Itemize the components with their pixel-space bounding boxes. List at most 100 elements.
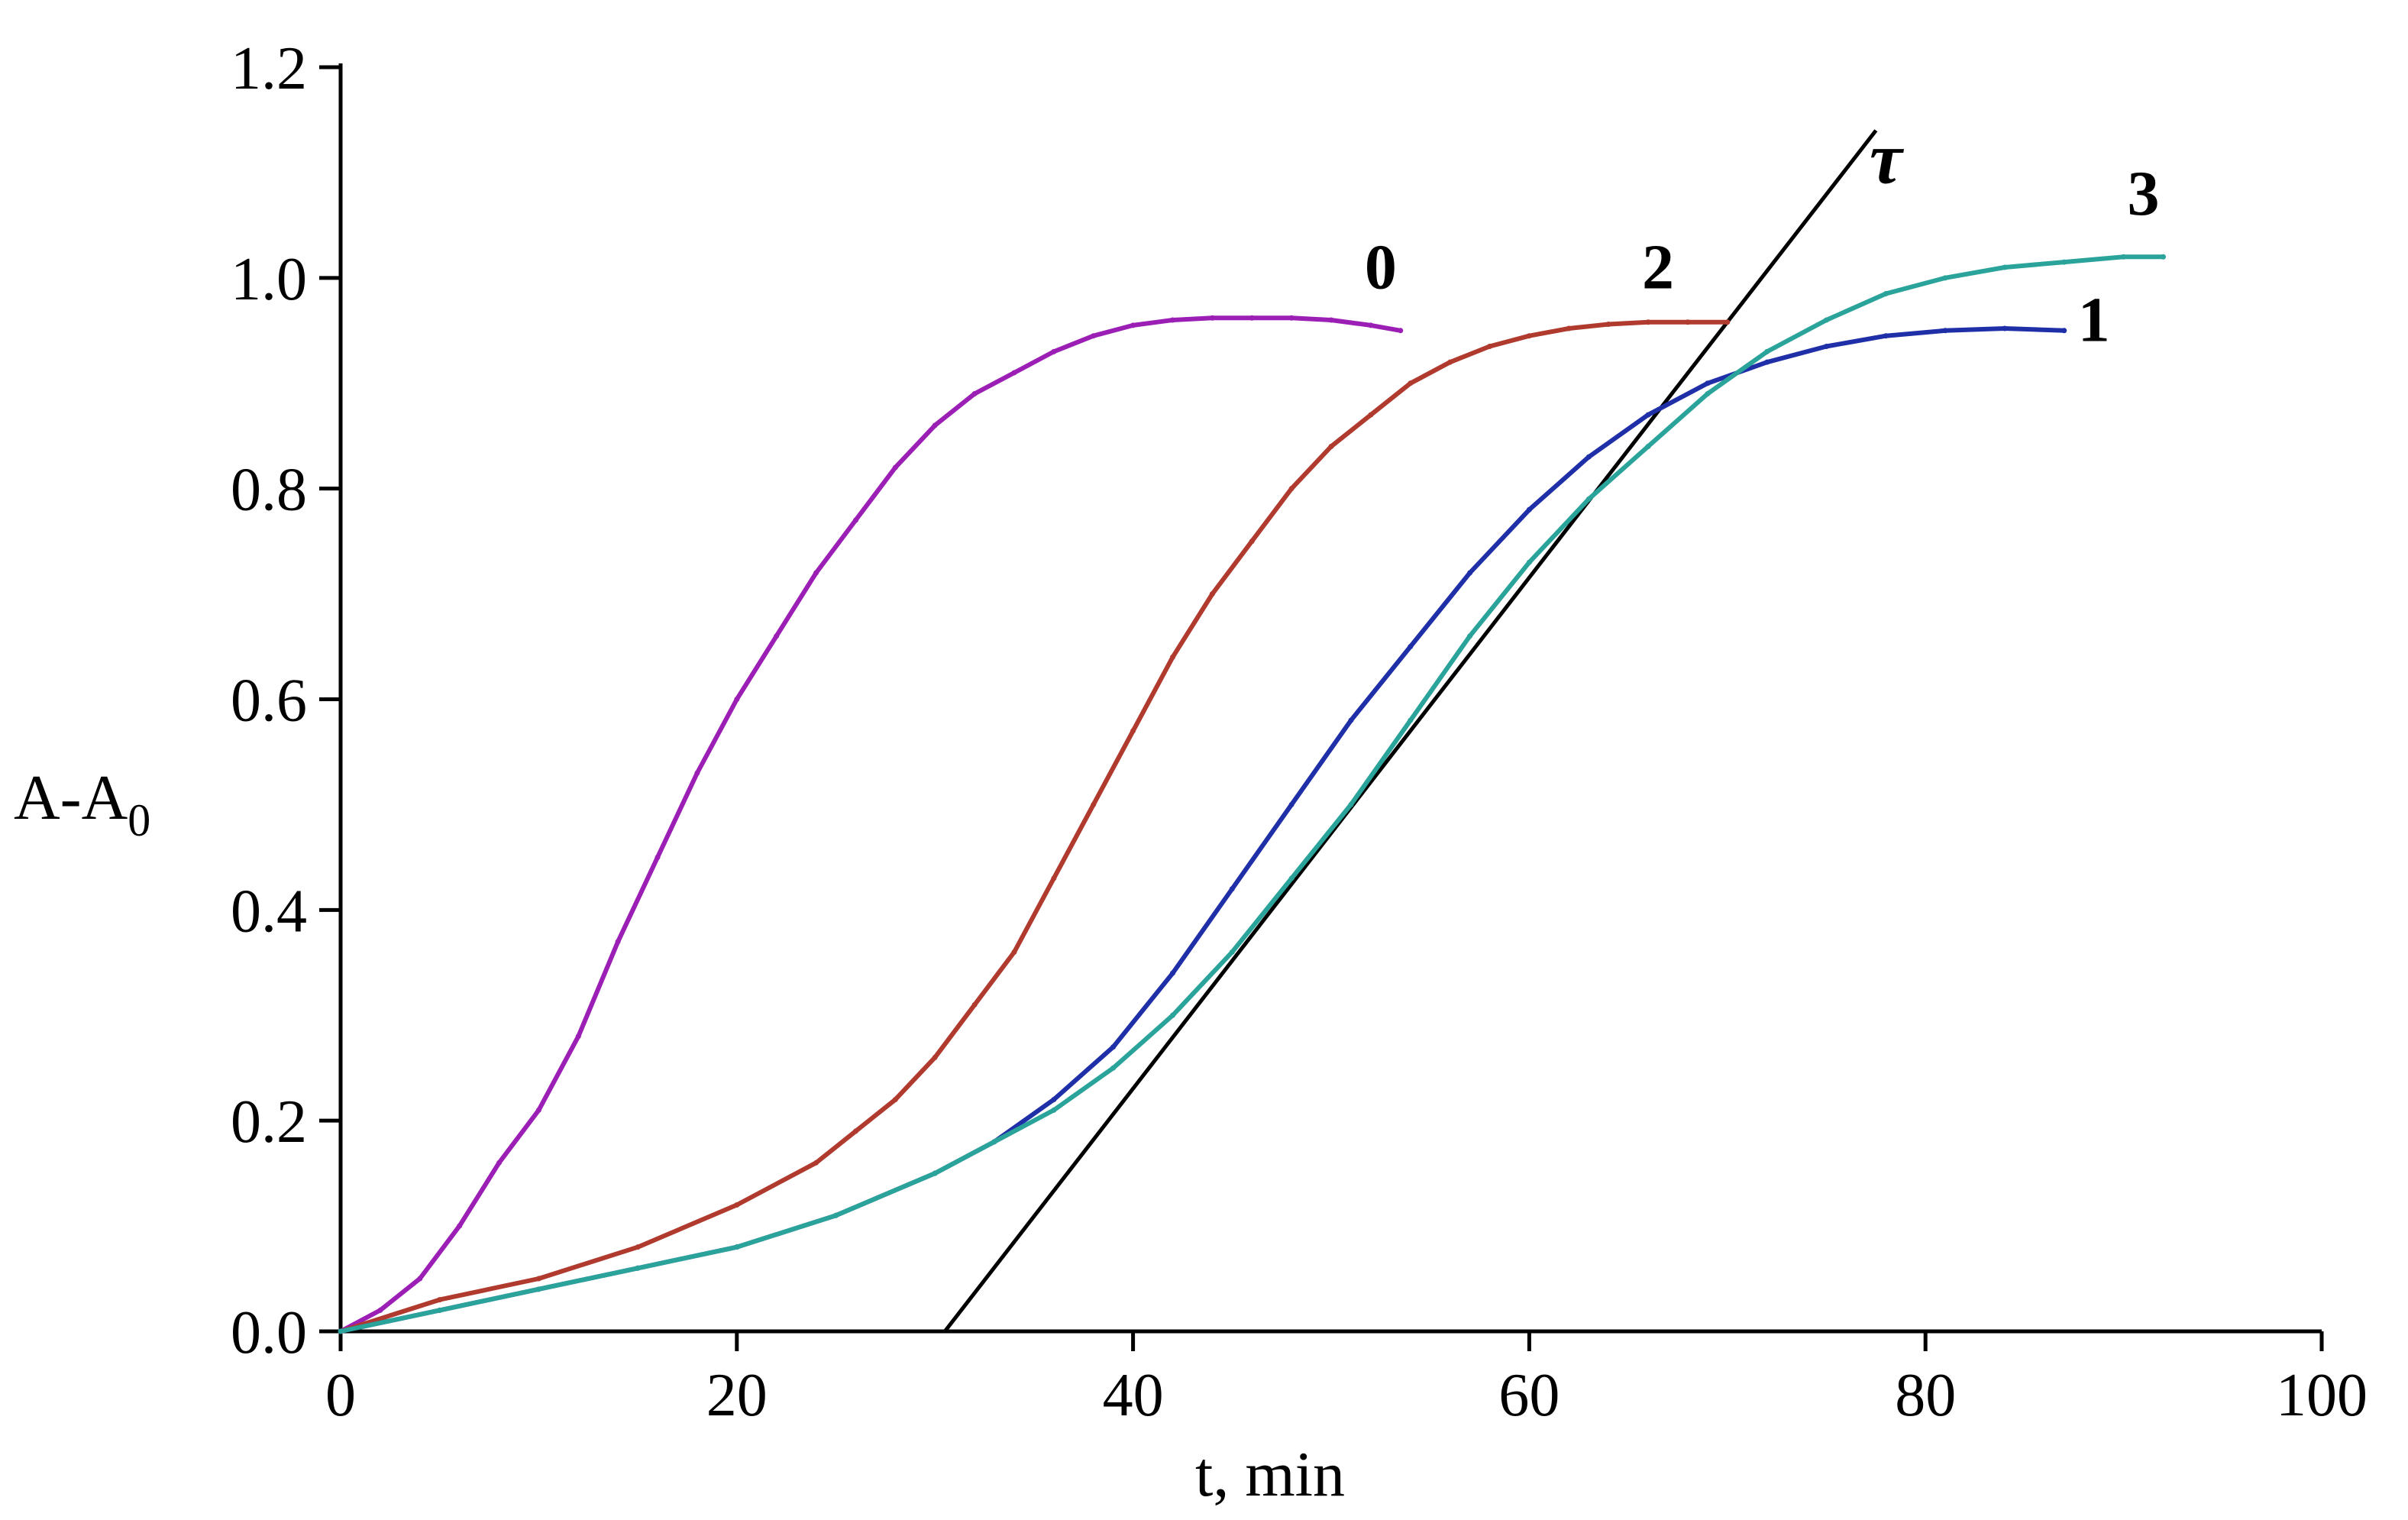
series-0-point xyxy=(1249,315,1255,321)
series-0-point xyxy=(575,1033,581,1040)
x-tick-label: 80 xyxy=(1895,1362,1956,1429)
series-1-point xyxy=(1585,454,1592,460)
series-1-point xyxy=(1883,333,1889,339)
x-tick-label: 100 xyxy=(2276,1362,2368,1429)
y-tick-label: 0.4 xyxy=(231,878,307,945)
series-0-point xyxy=(892,464,898,471)
series-2-point xyxy=(1487,343,1493,349)
series-1-point xyxy=(1408,644,1414,650)
y-tick-label: 0.8 xyxy=(231,457,307,524)
series-3-point xyxy=(1348,801,1354,807)
series-3-point xyxy=(1883,291,1889,297)
series-3-point xyxy=(1229,949,1235,955)
x-tick-label: 40 xyxy=(1103,1362,1164,1429)
series-3-point xyxy=(1408,717,1414,723)
y-axis-title-subscript: 0 xyxy=(128,795,150,846)
series-3-point xyxy=(1942,275,1948,281)
series-0-point xyxy=(1328,317,1334,323)
curve-label-0: 0 xyxy=(1365,232,1397,303)
series-0-point xyxy=(1169,317,1175,323)
series-2-point xyxy=(734,1202,740,1208)
series-0-point xyxy=(932,422,938,429)
series-3-point xyxy=(338,1328,344,1334)
series-line-3 xyxy=(338,254,2166,1334)
series-2-point xyxy=(1724,319,1731,325)
series-3-point xyxy=(635,1265,641,1271)
series-2-point xyxy=(1605,322,1611,328)
series-2-point xyxy=(1209,591,1215,597)
y-tick-label: 1.0 xyxy=(231,246,307,313)
series-3-point xyxy=(1645,444,1651,449)
series-2-point xyxy=(1130,728,1136,734)
series-0-point xyxy=(1209,315,1215,321)
series-line-2 xyxy=(338,319,1730,1334)
series-0-point xyxy=(417,1276,423,1282)
series-1-point xyxy=(1348,717,1354,723)
series-2-point xyxy=(1645,319,1651,325)
series-3-point xyxy=(1764,348,1770,354)
series-2-point xyxy=(1368,412,1374,418)
series-3-point xyxy=(833,1212,839,1218)
series-2-point xyxy=(1685,319,1691,325)
series-1-point xyxy=(1942,328,1948,334)
series-1-point xyxy=(1051,1097,1057,1103)
series-0-point xyxy=(852,517,858,523)
series-2-point xyxy=(1169,654,1175,660)
series-3-point xyxy=(437,1307,443,1313)
series-2-point xyxy=(1288,486,1295,492)
curve-label-2: 2 xyxy=(1642,232,1674,303)
series-2-point xyxy=(535,1276,541,1282)
y-axis-title-main: A-A xyxy=(14,762,128,833)
series-3-point xyxy=(734,1244,740,1250)
series-0-point xyxy=(377,1307,383,1313)
series-2-point xyxy=(437,1297,443,1303)
series-1-point xyxy=(1169,970,1175,976)
series-3-point xyxy=(2160,254,2166,260)
series-2-point xyxy=(1408,380,1414,386)
series-1-point xyxy=(1288,801,1295,807)
series-0-point xyxy=(1051,348,1057,354)
tangent-line-tau xyxy=(943,129,1878,1333)
series-1-point xyxy=(1645,412,1651,418)
series-2-point xyxy=(971,1001,978,1007)
series-3-point xyxy=(1705,391,1711,397)
series-1-point xyxy=(1705,380,1711,386)
series-3-point xyxy=(1288,875,1295,881)
series-0-point xyxy=(1091,333,1097,339)
series-0-point xyxy=(535,1107,541,1113)
series-0-point xyxy=(1398,328,1404,334)
series-3-point xyxy=(2061,259,2067,265)
series-0-point xyxy=(655,854,661,860)
series-1-point xyxy=(1764,359,1770,365)
series-line-1 xyxy=(338,326,2067,1334)
series-0-point xyxy=(615,939,621,945)
y-axis-title: A-A0 xyxy=(14,762,150,846)
series-2-point xyxy=(932,1054,938,1060)
series-3-point xyxy=(2002,264,2008,270)
x-axis-title: t, min xyxy=(1195,1439,1345,1510)
series-3-point xyxy=(1110,1065,1117,1071)
series-line-0 xyxy=(338,315,1403,1334)
series-2-point xyxy=(1328,444,1334,449)
y-tick-label: 0.2 xyxy=(231,1088,307,1156)
series-0-point xyxy=(694,770,700,776)
series-3-point xyxy=(1526,559,1532,565)
series-2-point xyxy=(852,1128,858,1134)
curve-label-3: 3 xyxy=(2128,158,2160,229)
series-1-point xyxy=(1824,343,1829,349)
y-tick-label: 1.2 xyxy=(231,35,307,102)
series-2-point xyxy=(813,1159,819,1166)
series-0-point xyxy=(457,1223,463,1229)
series-3-point xyxy=(1169,1012,1175,1018)
series-3-point xyxy=(1585,496,1592,502)
series-0-point xyxy=(496,1159,503,1166)
series-3-point xyxy=(1824,317,1829,323)
series-2-point xyxy=(635,1244,641,1250)
series-2-point xyxy=(892,1097,898,1103)
series-2-point xyxy=(1011,949,1017,955)
curve-label-1: 1 xyxy=(2078,285,2110,356)
series-3-point xyxy=(932,1170,938,1176)
series-1-point xyxy=(1229,886,1235,892)
